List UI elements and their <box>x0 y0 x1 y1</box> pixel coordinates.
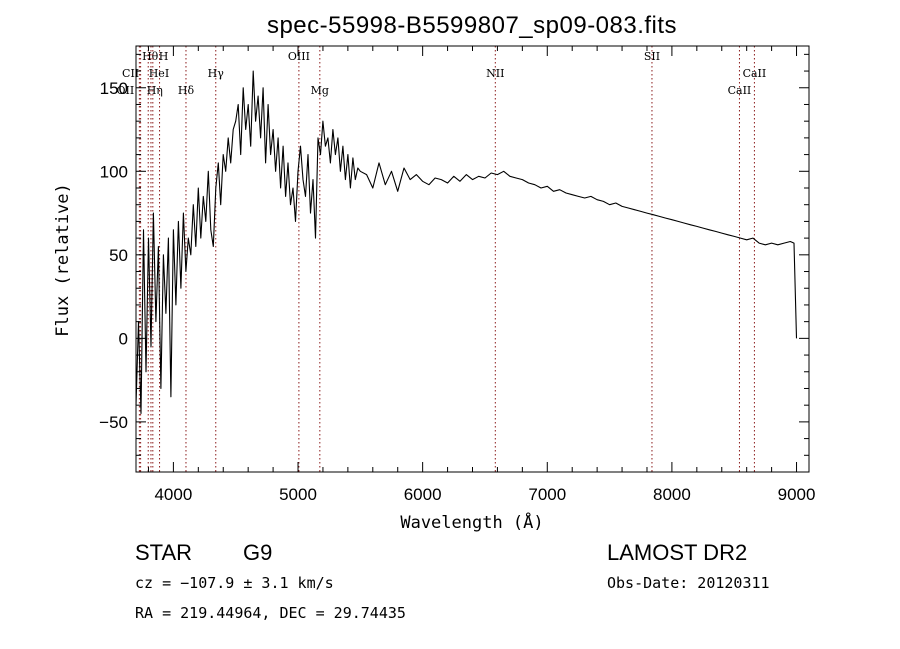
object-subclass: G9 <box>243 540 273 565</box>
spectrum-line-0 <box>135 70 798 415</box>
y-tick-label-50: 50 <box>109 246 128 265</box>
line-label-6: Hδ <box>178 84 195 97</box>
y-tick-label-100: 100 <box>100 162 128 181</box>
line-label-3: HeI <box>149 67 169 80</box>
x-axis-label: Wavelength (Å) <box>400 511 543 533</box>
line-label-13: CaII <box>743 67 767 80</box>
line-label-0: Hθ <box>142 50 159 63</box>
x-tick-label-6000: 6000 <box>404 485 442 504</box>
line-label-2: CII <box>122 67 139 80</box>
y-tick-label-150: 150 <box>100 79 128 98</box>
chart-title: spec-55998-B5599807_sp09-083.fits <box>267 12 677 39</box>
line-label-10: NII <box>486 67 504 80</box>
spectrum-series <box>135 70 798 415</box>
object-class: STAR <box>135 540 193 565</box>
line-label-9: Mg <box>311 84 329 97</box>
line-label-12: CaII <box>728 84 752 97</box>
y-tick-label-0: 0 <box>119 329 128 348</box>
coordinates: RA = 219.44964, DEC = 29.74435 <box>135 604 406 622</box>
y-tick-label--50: −50 <box>99 413 128 432</box>
y-axis-ticks: −50 0 50 100 150 <box>99 53 809 456</box>
spectral-line-markers: Hθ H CII HeI OII Hη Hδ Hγ OIII Mg NII SII CaII CaII <box>117 46 767 472</box>
line-label-1: H <box>159 50 169 63</box>
x-tick-label-8000: 8000 <box>653 485 691 504</box>
x-tick-label-9000: 9000 <box>778 485 816 504</box>
line-label-7: Hγ <box>208 67 225 80</box>
line-label-4: OII <box>117 84 135 97</box>
line-label-11: SII <box>644 50 660 63</box>
line-label-8: OIII <box>288 50 310 63</box>
line-label-5: Hη <box>147 84 163 97</box>
survey-name: LAMOST DR2 <box>607 540 748 565</box>
x-tick-label-4000: 4000 <box>154 485 192 504</box>
observation-date: Obs-Date: 20120311 <box>607 574 770 592</box>
x-tick-label-7000: 7000 <box>528 485 566 504</box>
x-tick-label-5000: 5000 <box>279 485 317 504</box>
y-axis-label: Flux (relative) <box>53 183 73 337</box>
x-axis-ticks: 4000 5000 6000 7000 8000 9000 <box>147 46 816 504</box>
redshift-velocity: cz = −107.9 ± 3.1 km/s <box>135 574 334 592</box>
